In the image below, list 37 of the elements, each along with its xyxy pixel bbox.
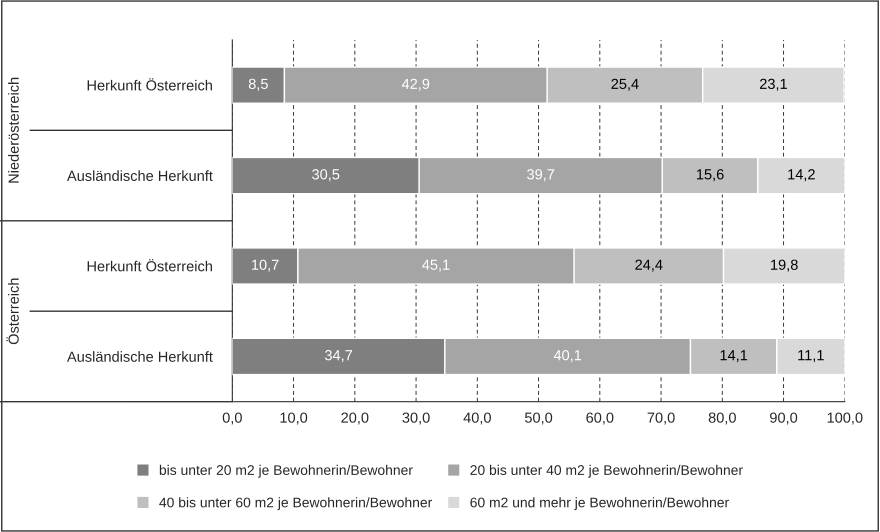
data-label: 15,6 bbox=[696, 169, 724, 182]
x-tick-label: 80,0 bbox=[708, 412, 736, 425]
data-label: 30,5 bbox=[312, 169, 340, 182]
data-label: 40,1 bbox=[554, 350, 582, 362]
data-label: 14,1 bbox=[720, 350, 748, 362]
y-tick-label: Ausländische Herkunft bbox=[67, 170, 213, 181]
x-tick-label: 70,0 bbox=[648, 412, 675, 425]
data-label: 25,4 bbox=[611, 78, 639, 91]
data-label: 39,7 bbox=[527, 169, 554, 182]
y-tick-label: Herkunft Österreich bbox=[88, 259, 212, 272]
legend-label: 60 m2 und mehr je Bewohnerin/Bewohner bbox=[470, 497, 729, 510]
legend-label: 40 bis unter 60 m2 je Bewohnerin/Bewohner bbox=[159, 497, 432, 510]
x-tick-label: 0,0 bbox=[222, 412, 242, 425]
x-tick-label: 90,0 bbox=[770, 412, 798, 425]
legend-label: 20 bis unter 40 m2 je Bewohnerin/Bewohner bbox=[470, 464, 743, 478]
x-tick-label: 10,0 bbox=[280, 412, 308, 425]
data-label: 42,9 bbox=[402, 78, 430, 91]
legend-label: bis unter 20 m2 je Bewohnerin/Bewohner bbox=[160, 464, 413, 478]
data-label: 10,7 bbox=[252, 260, 279, 272]
data-label: 19,8 bbox=[771, 260, 798, 272]
y-tick-label: Ausländische Herkunft bbox=[67, 351, 213, 362]
x-tick-label: 60,0 bbox=[586, 412, 614, 425]
data-label: 14,2 bbox=[788, 169, 815, 182]
x-tick-label: 30,0 bbox=[402, 412, 430, 425]
x-tick-label: 100,0 bbox=[828, 412, 862, 425]
x-tick-label: 20,0 bbox=[341, 412, 368, 425]
x-tick-label: 50,0 bbox=[524, 412, 552, 425]
x-tick-label: 40,0 bbox=[463, 412, 491, 425]
text: Österreich bbox=[6, 278, 19, 344]
data-label: 24,4 bbox=[635, 260, 663, 272]
data-label: 34,7 bbox=[324, 350, 352, 362]
data-label: 11,1 bbox=[798, 350, 824, 362]
y-tick-label: Herkunft Österreich bbox=[88, 78, 212, 91]
data-label: 23,1 bbox=[760, 78, 787, 91]
data-label: 45,1 bbox=[422, 260, 450, 272]
data-label: 8,5 bbox=[248, 78, 268, 91]
text: Niederösterreich bbox=[8, 78, 19, 183]
